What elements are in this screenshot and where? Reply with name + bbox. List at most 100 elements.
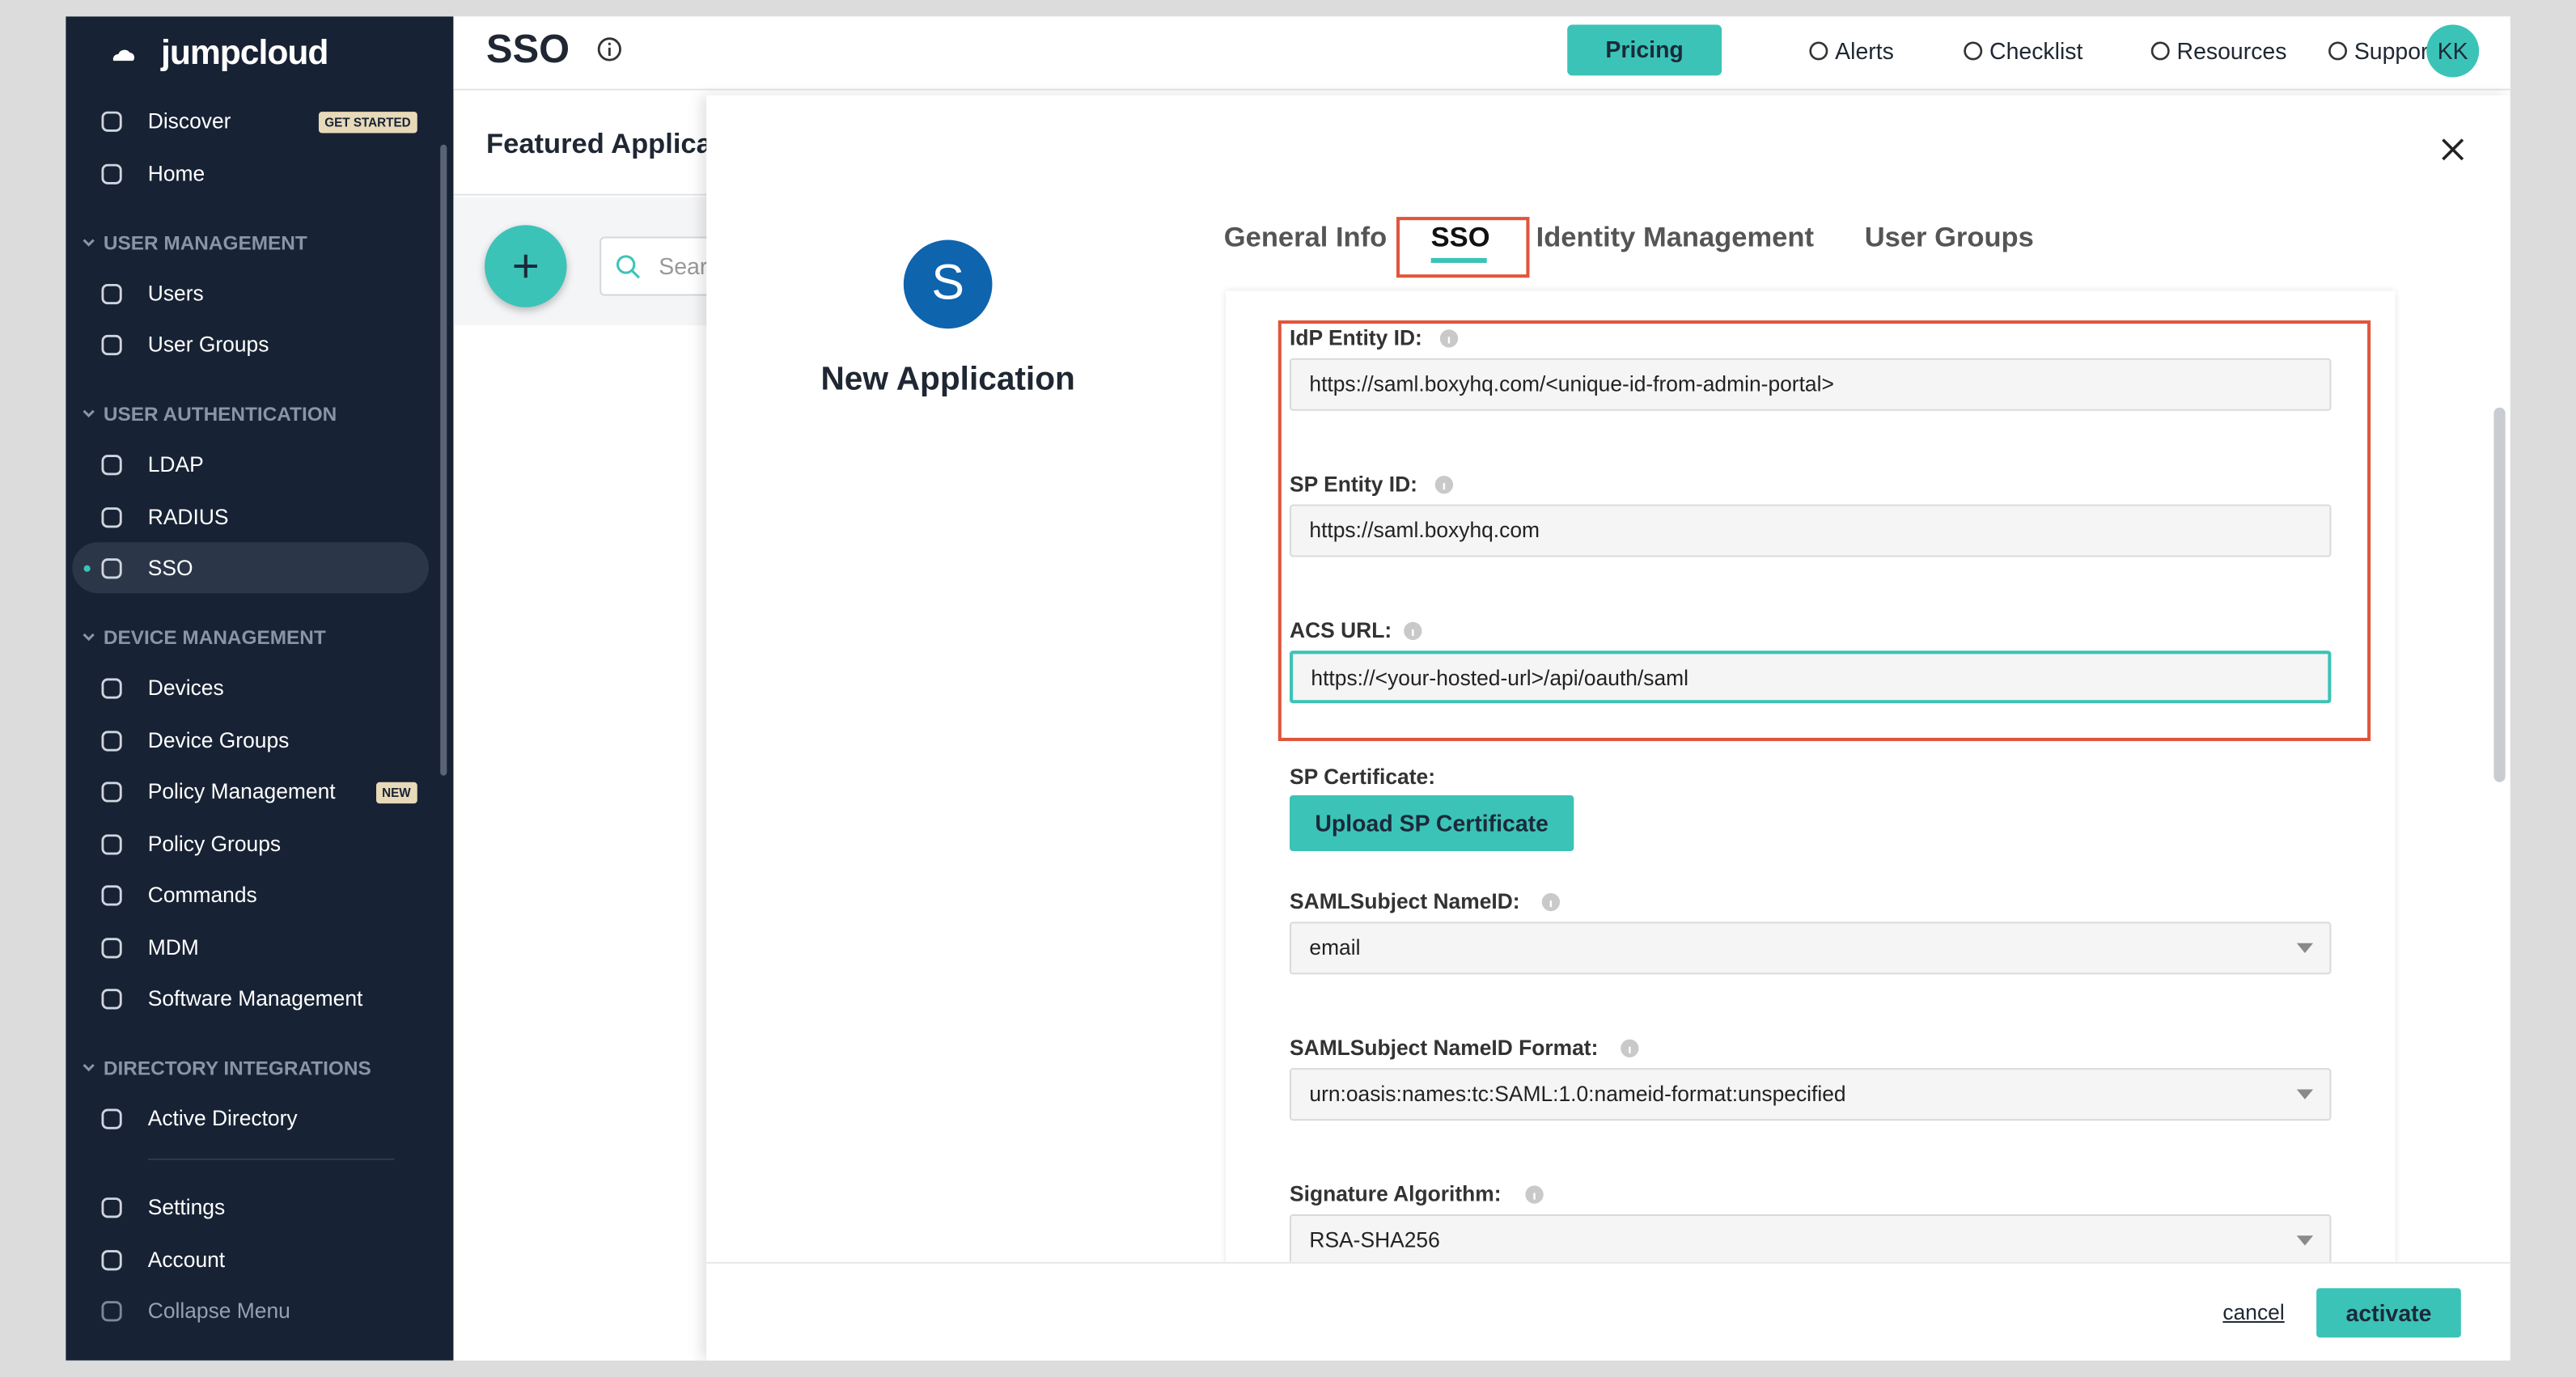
nav-item[interactable]: LDAP [147, 451, 204, 477]
icon [597, 37, 621, 61]
icon [1439, 329, 1459, 348]
field-label: IdP Entity ID: [1290, 325, 1422, 350]
icon [101, 937, 122, 958]
nav-item[interactable]: Users [147, 280, 204, 305]
icon [101, 163, 122, 184]
field-label: SP Certificate: [1290, 764, 1436, 789]
nav-item[interactable]: Account [147, 1246, 226, 1271]
icon [1525, 1185, 1544, 1204]
icon [83, 238, 95, 246]
avatar[interactable]: KK [2426, 24, 2480, 78]
nav-item[interactable]: Active Directory [147, 1105, 298, 1131]
nav-item[interactable]: Collapse Menu [147, 1298, 290, 1323]
icon [101, 558, 122, 579]
nav-badge: NEW [375, 782, 417, 804]
section-title: DIRECTORY INTEGRATIONS [103, 1056, 371, 1080]
icon [101, 885, 122, 906]
icon [2328, 41, 2348, 61]
tab[interactable]: General Info [1223, 222, 1388, 253]
modal-footer: cancel activate [706, 1261, 2510, 1361]
icon [101, 1197, 122, 1218]
field-label: ACS URL: [1290, 617, 1392, 643]
icon [1964, 41, 1983, 61]
cancel-link[interactable]: cancel [2222, 1299, 2285, 1324]
app-window: jumpcloud Discover GET STARTED Home USER MAN… [66, 16, 2510, 1361]
icon [1404, 621, 1422, 641]
icon [2296, 943, 2314, 953]
text-input-value: https://saml.boxyhq.com/<unique-id-from-… [1309, 371, 1834, 396]
divider [147, 1158, 395, 1160]
nav-item[interactable]: RADIUS [147, 503, 229, 528]
header-link[interactable]: Support [2354, 37, 2435, 65]
pricing-button[interactable]: Pricing [1567, 24, 1722, 76]
icon [2296, 1235, 2314, 1246]
header-link[interactable]: Alerts [1835, 37, 1894, 65]
icon [101, 282, 122, 304]
icon[interactable] [2439, 137, 2465, 163]
active-dot [83, 565, 91, 572]
nav-item[interactable]: Home [147, 160, 205, 185]
nav-item[interactable]: Policy Management [147, 778, 336, 804]
sidebar: jumpcloud Discover GET STARTED Home USER MAN… [66, 16, 454, 1361]
icon [101, 730, 122, 751]
icon [101, 506, 122, 527]
select-input[interactable]: RSA-SHA256 [1290, 1214, 2332, 1267]
select-input-value: urn:oasis:names:tc:SAML:1.0:nameid-forma… [1309, 1081, 1846, 1106]
nav-item[interactable]: Commands [147, 882, 257, 908]
header-link[interactable]: Resources [2176, 37, 2287, 65]
upload-button[interactable]: Upload SP Certificate [1290, 795, 1574, 852]
header-link[interactable]: Checklist [1989, 37, 2083, 65]
app-icon: S [903, 239, 993, 329]
icon [2296, 1089, 2314, 1099]
select-input[interactable]: urn:oasis:names:tc:SAML:1.0:nameid-forma… [1290, 1068, 2332, 1121]
nav-item[interactable]: MDM [147, 934, 199, 960]
icon [83, 633, 95, 642]
active-item-bg [72, 542, 429, 594]
tab[interactable]: Identity Management [1536, 222, 1814, 253]
icon [1809, 41, 1828, 61]
select-input[interactable]: email [1290, 922, 2332, 975]
nav-item[interactable]: User Groups [147, 332, 269, 357]
icon [112, 49, 135, 61]
icon [101, 833, 122, 854]
scrollbar [2493, 407, 2506, 782]
field-label: SP Entity ID: [1290, 471, 1417, 497]
icon [83, 1064, 95, 1072]
nav-item[interactable]: Software Management [147, 985, 363, 1011]
icon [101, 111, 122, 132]
section-title: USER AUTHENTICATION [103, 402, 337, 426]
text-input[interactable]: https://saml.boxyhq.com/<unique-id-from-… [1290, 358, 2332, 411]
tab[interactable]: User Groups [1864, 222, 2034, 253]
nav-item[interactable]: SSO [147, 555, 193, 580]
nav-item[interactable]: Device Groups [147, 727, 290, 752]
page-title: SSO [486, 28, 570, 73]
app-name: New Application [820, 361, 1075, 398]
text-input-value: https://saml.boxyhq.com [1309, 517, 1540, 543]
modal: S New Application General Info SSO Identity … [706, 95, 2510, 1361]
icon [101, 678, 122, 699]
icon [1621, 1039, 1639, 1057]
section-title: DEVICE MANAGEMENT [103, 625, 326, 650]
tab[interactable]: SSO [1430, 222, 1490, 253]
nav-item[interactable]: Discover [147, 108, 231, 133]
icon [1434, 475, 1454, 494]
icon [101, 455, 122, 476]
fields-highlight [1277, 320, 2371, 741]
icon [616, 255, 640, 279]
header: SSO Pricing Alerts Checklist Resources Suppor… [453, 16, 2510, 91]
select-input-value: email [1309, 934, 1361, 960]
nav-item[interactable]: Settings [147, 1194, 226, 1220]
text-input[interactable]: https://saml.boxyhq.com [1290, 504, 2332, 557]
nav-item[interactable]: Policy Groups [147, 830, 282, 856]
nav-item[interactable]: Devices [147, 675, 224, 701]
activate-button[interactable]: activate [2316, 1288, 2461, 1338]
text-input[interactable]: https://<your-hosted-url>/api/oauth/saml [1290, 650, 2332, 704]
nav-badge: GET STARTED [318, 112, 417, 133]
icon [101, 989, 122, 1010]
icon [2150, 41, 2170, 61]
scrollbar [440, 144, 447, 776]
brand: jumpcloud [160, 34, 328, 73]
icon [101, 782, 122, 803]
text-input-value: https://<your-hosted-url>/api/oauth/saml [1311, 665, 1689, 691]
